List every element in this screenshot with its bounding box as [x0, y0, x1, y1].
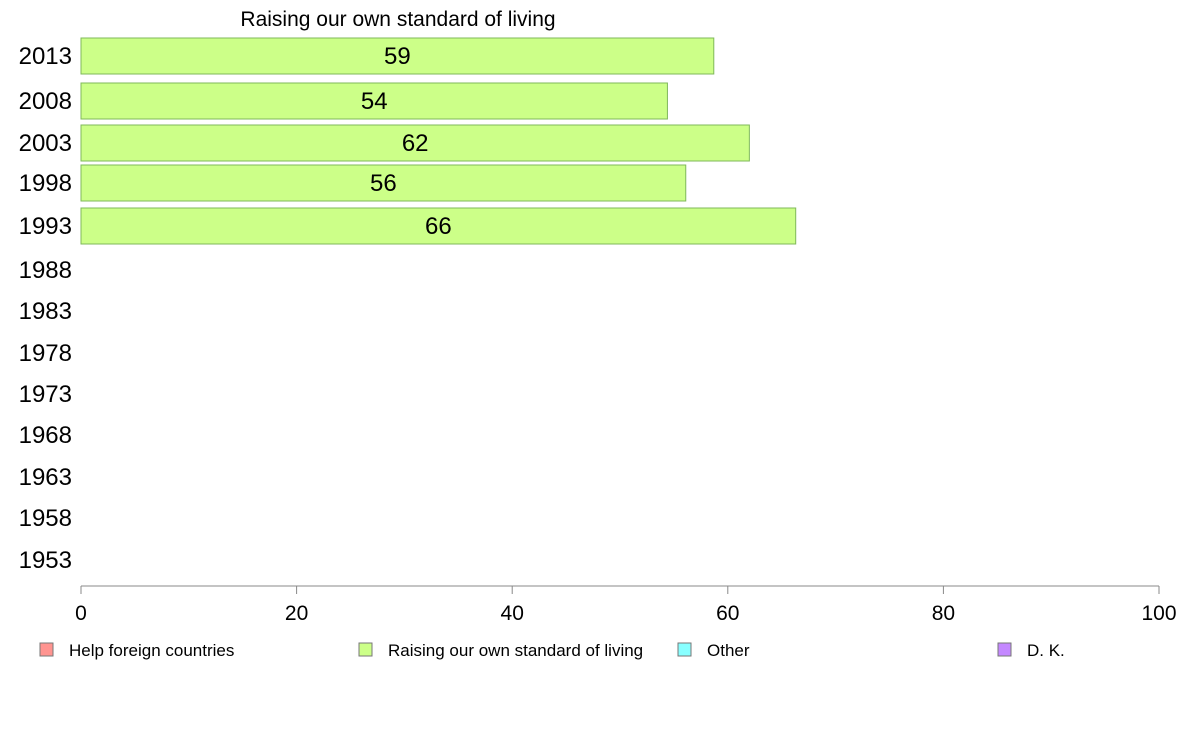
x-axis: 0 20 40 60 80 100 [75, 585, 1177, 625]
y-tick-label: 1978 [19, 340, 72, 367]
legend-swatch [39, 642, 54, 657]
bar-value-label: 54 [361, 88, 388, 115]
y-tick-label: 2003 [19, 130, 72, 157]
bar-value-label: 59 [384, 43, 411, 70]
y-tick-label: 1958 [19, 505, 72, 532]
y-tick-label: 1993 [19, 213, 72, 240]
y-tick-label: 1968 [19, 422, 72, 449]
legend-label: D. K. [1027, 641, 1065, 660]
y-tick-label: 1998 [19, 170, 72, 197]
y-tick-label: 1963 [19, 464, 72, 491]
legend-label: Other [707, 641, 750, 660]
bar-value-label: 62 [402, 130, 429, 157]
y-tick-label: 1973 [19, 381, 72, 408]
legend-swatch [358, 642, 373, 657]
bar-value-label: 56 [370, 170, 397, 197]
legend-label: Help foreign countries [69, 641, 234, 660]
x-tick-label: 20 [285, 602, 308, 625]
x-tick-label: 60 [716, 602, 739, 625]
y-tick-label: 2008 [19, 88, 72, 115]
y-tick-label: 1983 [19, 298, 72, 325]
x-tick-label: 0 [75, 602, 87, 625]
bar [80, 164, 687, 202]
bar [80, 82, 668, 120]
x-tick-label: 80 [932, 602, 955, 625]
y-tick-label: 1988 [19, 257, 72, 284]
legend-swatch [677, 642, 692, 657]
y-axis-labels: 2013 2008 2003 1998 1993 1988 1983 1978 1973 1968… [19, 43, 72, 574]
bar-value-label: 66 [425, 213, 452, 240]
y-tick-label: 1953 [19, 547, 72, 574]
chart-title: Raising our own standard of living [240, 8, 555, 31]
x-tick-label: 100 [1141, 602, 1176, 625]
legend: Help foreign countries Raising our own st… [39, 641, 1065, 660]
bar [80, 37, 715, 75]
y-tick-label: 2013 [19, 43, 72, 70]
legend-swatch [997, 642, 1012, 657]
bar [80, 124, 750, 162]
bar [80, 207, 797, 245]
x-tick-label: 40 [501, 602, 524, 625]
legend-label: Raising our own standard of living [388, 641, 643, 660]
